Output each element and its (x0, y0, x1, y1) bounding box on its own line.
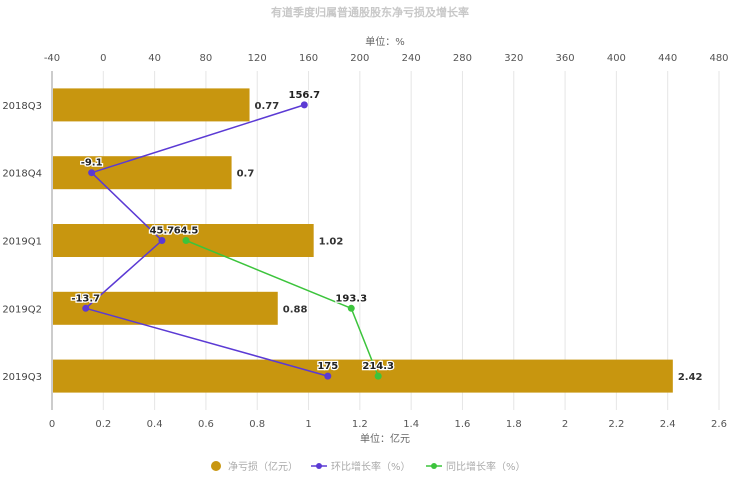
bar (53, 291, 278, 325)
data-point (324, 372, 332, 380)
x-top-tick-label: 160 (299, 53, 318, 64)
data-point (82, 304, 90, 312)
point-value-label: 156.7 (288, 90, 320, 101)
point-value-label: 175 (317, 361, 338, 372)
x-top-tick-label: 40 (148, 53, 161, 64)
x-bottom-tick-label: 0.2 (95, 419, 111, 430)
y-category-label: 2019Q3 (2, 372, 42, 383)
x-bottom-tick-label: 0.6 (198, 419, 214, 430)
x-top-tick-label: 280 (453, 53, 472, 64)
data-point (300, 101, 308, 109)
x-top-tick-label: 200 (350, 53, 369, 64)
point-value-label: 214.3 (362, 361, 394, 372)
point-value-label: 64.5 (174, 226, 199, 237)
x-top-tick-label: -40 (44, 53, 60, 64)
x-top-axis-title: 单位：% (365, 35, 405, 48)
legend-swatch (431, 463, 437, 469)
x-top-tick-label: 480 (709, 53, 728, 64)
data-point (347, 304, 355, 312)
x-bottom-tick-label: 1.2 (352, 419, 368, 430)
x-top-tick-label: 0 (100, 53, 106, 64)
legend-label: 净亏损（亿元） (228, 460, 298, 473)
data-point (374, 372, 382, 380)
x-bottom-tick-label: 0.4 (147, 419, 163, 430)
bar (53, 156, 232, 190)
bar-value-label: 0.88 (283, 304, 308, 315)
point-value-label: -13.7 (71, 293, 100, 304)
point-value-label: 45.7 (150, 226, 175, 237)
data-point (158, 237, 166, 244)
y-category-label: 2018Q4 (2, 169, 42, 180)
bar-value-label: 2.42 (678, 372, 703, 383)
x-top-tick-label: 80 (200, 53, 213, 64)
x-top-tick-label: 120 (248, 53, 267, 64)
x-bottom-tick-label: 0.8 (249, 419, 265, 430)
x-top-tick-label: 360 (556, 53, 575, 64)
x-bottom-tick-label: 1.4 (403, 419, 419, 430)
data-point (88, 169, 96, 177)
x-bottom-tick-label: 1.8 (506, 419, 522, 430)
x-bottom-axis-title: 单位：亿元 (360, 432, 410, 445)
legend-swatch (316, 463, 322, 469)
x-bottom-tick-label: 0 (49, 419, 55, 430)
bar-value-label: 1.02 (319, 237, 344, 248)
legend-label: 环比增长率（%） (331, 460, 411, 473)
y-category-label: 2018Q3 (2, 101, 42, 112)
x-bottom-tick-label: 2.4 (660, 419, 676, 430)
x-bottom-tick-label: 1.6 (455, 419, 471, 430)
y-category-label: 2019Q2 (2, 304, 42, 315)
y-category-label: 2019Q1 (2, 237, 42, 248)
chart-title: 有道季度归属普通股股东净亏损及增长率 (271, 6, 469, 19)
x-top-tick-label: 240 (402, 53, 421, 64)
data-point (182, 237, 190, 244)
point-value-label: 193.3 (335, 293, 367, 304)
x-top-tick-label: 320 (504, 53, 523, 64)
x-bottom-tick-label: 2.6 (711, 419, 727, 430)
bar-value-label: 0.77 (255, 101, 280, 112)
x-top-tick-label: 440 (658, 53, 677, 64)
legend-swatch (211, 461, 221, 471)
point-value-label: -9.1 (81, 158, 103, 169)
x-bottom-tick-label: 1 (305, 419, 311, 430)
bar-value-label: 0.7 (237, 169, 255, 180)
x-top-tick-label: 400 (607, 53, 626, 64)
legend-label: 同比增长率（%） (446, 460, 526, 473)
x-bottom-tick-label: 2.2 (608, 419, 624, 430)
bar (53, 359, 673, 393)
bar (53, 88, 250, 122)
x-bottom-tick-label: 2 (562, 419, 568, 430)
